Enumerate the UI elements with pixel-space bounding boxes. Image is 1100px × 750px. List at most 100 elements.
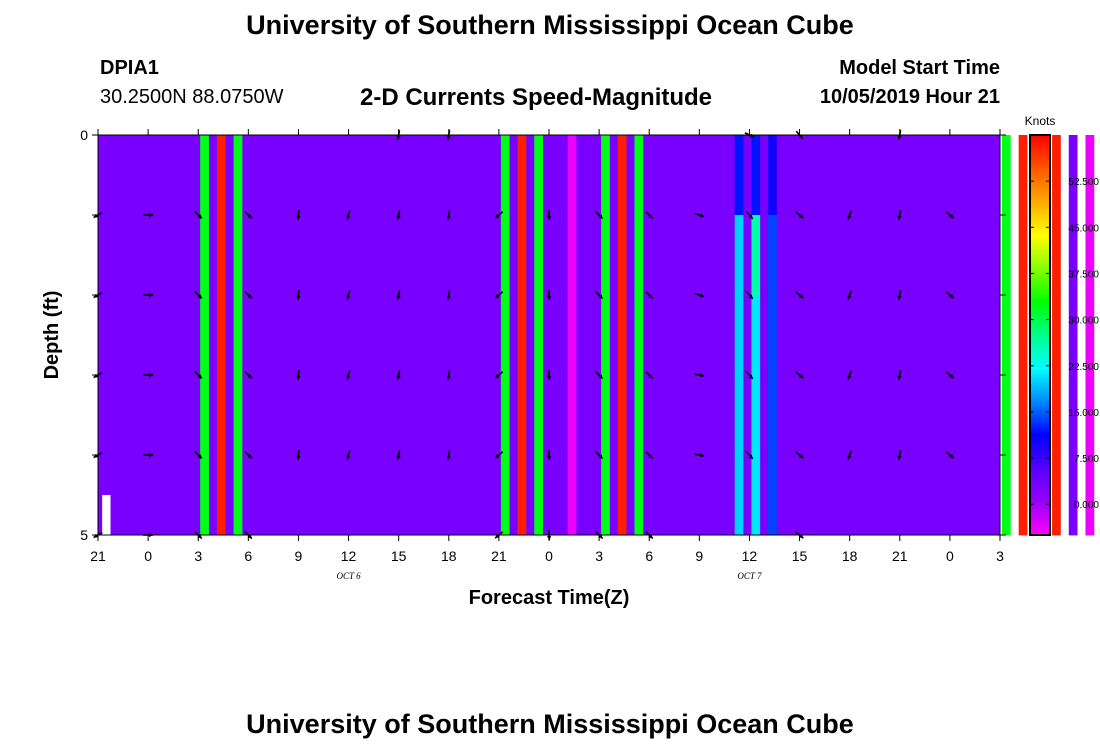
x-tick-label: 15: [792, 548, 808, 564]
current-vector: [546, 449, 552, 461]
current-vector: [296, 369, 301, 381]
current-vector: [645, 290, 654, 300]
footer-title: University of Southern Mississippi Ocean…: [246, 709, 854, 739]
current-vector: [494, 211, 504, 219]
current-vector: [847, 450, 853, 460]
x-tick-label: 3: [595, 548, 603, 564]
speed-cell: [517, 455, 527, 536]
speed-cell: [517, 215, 527, 296]
current-vector: [795, 291, 804, 299]
speed-cell: [1085, 455, 1095, 536]
speed-cell: [768, 295, 777, 376]
current-vector: [897, 449, 902, 461]
x-tick-label: 21: [90, 548, 106, 564]
current-vector: [945, 451, 955, 459]
current-vector: [446, 289, 451, 301]
x-tick-label: 3: [996, 548, 1004, 564]
speed-cell: [768, 215, 777, 296]
colorbar-scale: [1029, 134, 1051, 536]
x-tick-label: 6: [645, 548, 653, 564]
speed-cell: [534, 295, 543, 376]
current-vector: [194, 210, 203, 220]
current-vector: [143, 372, 154, 378]
current-vector: [745, 370, 754, 380]
speed-cell: [233, 295, 243, 376]
current-vector: [645, 450, 654, 460]
x-tick-label: 0: [545, 548, 553, 564]
speed-cell: [567, 215, 577, 296]
speed-cell: [734, 295, 744, 376]
current-vector: [694, 292, 705, 298]
y-tick-label: 5: [80, 527, 88, 543]
current-vector: [396, 369, 401, 381]
current-vectors: [93, 129, 955, 541]
colorbar-tick-label: 37.500: [1068, 269, 1099, 280]
speed-cell: [1001, 135, 1011, 216]
speed-cell: [1052, 135, 1061, 216]
speed-cell: [634, 455, 644, 536]
current-vector: [897, 289, 902, 301]
speed-cell: [567, 295, 577, 376]
speed-cell: [634, 215, 644, 296]
current-vector: [346, 369, 351, 381]
speed-cell: [216, 135, 226, 216]
speed-cell: [1068, 375, 1078, 456]
speed-cell: [1018, 455, 1028, 536]
speed-cell: [734, 135, 744, 216]
speed-cell: [751, 135, 761, 216]
x-axis-title: Forecast Time(Z): [469, 587, 630, 609]
speed-cell: [550, 215, 560, 296]
current-vector: [945, 291, 955, 299]
speed-cell: [768, 375, 777, 456]
current-vector: [244, 290, 253, 300]
speed-cell: [500, 375, 510, 456]
speed-cell: [734, 455, 744, 536]
speed-cell: [734, 215, 744, 296]
speed-cell: [200, 135, 209, 216]
speed-cell: [550, 455, 560, 536]
colorbar-tick-label: 15.000: [1068, 408, 1099, 419]
speed-cell: [1068, 135, 1078, 216]
speed-cell: [534, 135, 543, 216]
current-vector: [296, 449, 301, 461]
speed-cell: [751, 375, 761, 456]
current-vector: [494, 451, 504, 459]
heatmap-background: [98, 135, 1000, 535]
speed-cell: [1001, 295, 1011, 376]
current-vector: [244, 450, 253, 460]
current-vector: [494, 371, 504, 379]
speed-cell: [216, 295, 226, 376]
current-vector: [346, 209, 351, 221]
current-vector: [194, 370, 203, 380]
axes: 21 0 3 6 9 12 15 18 21 0 3 6 9 12 15 18 21 0 3 OCT 6 OCT 7 0 5…: [41, 127, 1006, 609]
current-vector: [897, 209, 902, 221]
current-vector: [396, 449, 401, 461]
x-tick-label: 9: [695, 548, 703, 564]
x-tick-label: 3: [194, 548, 202, 564]
x-tick-label: 0: [946, 548, 954, 564]
station-id: DPIA1: [100, 57, 159, 79]
speed-cell: [200, 375, 209, 456]
x-date-label: OCT 6: [337, 571, 362, 581]
speed-cell: [233, 215, 243, 296]
speed-cell: [1018, 215, 1028, 296]
colorbar-tick-label: 45.000: [1068, 223, 1099, 234]
y-axis-title: Depth (ft): [41, 291, 63, 380]
model-start-time: 10/05/2019 Hour 21: [819, 86, 1000, 108]
speed-cell: [517, 375, 527, 456]
colorbar-tick-label: 7.500: [1074, 454, 1099, 465]
speed-cell: [1068, 215, 1078, 296]
speed-cell: [1068, 295, 1078, 376]
speed-cell: [634, 375, 644, 456]
speed-cell: [751, 215, 761, 296]
y-tick-label: 0: [80, 127, 88, 143]
current-vector: [645, 370, 654, 380]
speed-cell: [534, 455, 543, 536]
colorbar: Knots 52.500 45.000 37.500 30.000 22.500 15.00…: [1025, 114, 1099, 536]
plot-title: 2-D Currents Speed-Magnitude: [360, 84, 713, 111]
speed-cell: [517, 295, 527, 376]
x-tick-label: 0: [144, 548, 152, 564]
speed-cell: [200, 295, 209, 376]
speed-cell: [233, 135, 243, 216]
speed-cell: [1052, 295, 1061, 376]
